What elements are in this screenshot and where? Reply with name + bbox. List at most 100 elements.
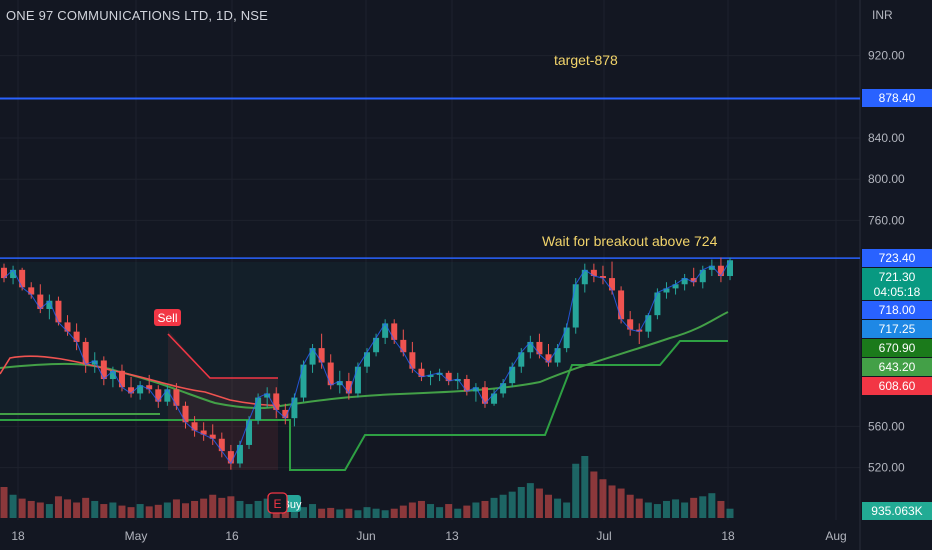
candle-body	[645, 315, 652, 332]
volume-bar	[590, 471, 598, 518]
volume-bar	[563, 502, 571, 518]
candle-body	[246, 420, 253, 445]
candle-body	[364, 352, 370, 367]
volume-bar	[681, 502, 689, 518]
price-scale-label: 608.60	[862, 377, 932, 396]
candle-body	[128, 387, 135, 394]
volume-bar	[309, 504, 317, 518]
volume-bar	[354, 510, 362, 518]
y-tick-label: 840.00	[868, 131, 905, 145]
x-tick-label: 18	[11, 529, 25, 543]
volume-bar	[227, 496, 235, 518]
candle-body	[708, 265, 715, 270]
price-scale-label: 878.40	[862, 89, 932, 108]
supertrend-resistance-line	[167, 333, 278, 379]
volume-bar	[218, 497, 226, 518]
volume-bar	[436, 507, 444, 518]
volume-bar	[154, 504, 162, 518]
price-scale-label-value: 608.60	[878, 379, 916, 394]
close-price-line	[3, 260, 731, 465]
candle-body	[173, 389, 180, 406]
price-scale-label-value: 670.90	[878, 341, 916, 356]
volume-bar	[454, 508, 462, 518]
candle-body	[46, 300, 53, 309]
candle-body	[581, 269, 588, 285]
volume-bar	[581, 456, 589, 518]
y-tick-label: 560.00	[868, 419, 905, 433]
candle-body	[28, 287, 35, 295]
volume-bar	[54, 496, 62, 518]
volume-bar	[653, 504, 661, 518]
volume-bar	[499, 494, 507, 518]
candle-body	[681, 278, 688, 285]
volume-bar	[118, 505, 126, 518]
volume-bar	[417, 500, 425, 518]
candle-body	[318, 348, 325, 363]
chart-title: ONE 97 COMMUNICATIONS LTD, 1D, NSE	[6, 8, 269, 23]
volume-bar	[381, 510, 389, 518]
volume-bar	[145, 506, 153, 518]
volume-bar	[699, 496, 707, 518]
price-scale-label: 723.40	[862, 249, 932, 268]
candle-body	[164, 389, 171, 402]
candle-body	[454, 379, 461, 382]
moving-average-20	[0, 355, 281, 407]
price-scale-label-value: 721.30	[878, 270, 916, 285]
volume-bar	[644, 502, 652, 518]
volume-bar	[408, 502, 416, 518]
candle-body	[472, 387, 479, 392]
volume-bar	[64, 499, 72, 518]
currency-label: INR	[872, 8, 893, 22]
candle-body	[427, 374, 434, 377]
volume-bar	[472, 502, 480, 518]
price-scale-label: 643.20	[862, 358, 932, 377]
volume-bar	[545, 494, 552, 518]
volume-bar	[535, 488, 543, 518]
x-tick-label: Jun	[356, 529, 375, 543]
price-scale-label-value: 718.00	[878, 303, 916, 318]
candle-body	[82, 341, 89, 365]
volume-bar	[109, 502, 117, 518]
volume-bar	[717, 500, 725, 518]
candle-body	[55, 300, 62, 323]
candle-body	[599, 276, 606, 279]
volume-bar	[526, 483, 534, 518]
volume-bar	[372, 508, 380, 518]
candle-body	[354, 366, 361, 394]
volume-bar	[127, 507, 135, 518]
candle-body	[590, 269, 597, 277]
candle-body	[336, 381, 343, 386]
candle-body	[19, 269, 26, 288]
target-annotation: target-878	[554, 52, 618, 68]
candle-body	[418, 368, 425, 377]
y-tick-label: 520.00	[868, 461, 905, 475]
candle-body	[463, 379, 470, 392]
volume-bar	[318, 508, 326, 518]
candle-body	[654, 292, 661, 316]
x-tick-label: May	[125, 529, 148, 543]
earnings-marker-label: E	[273, 497, 281, 511]
candle-body	[563, 327, 570, 349]
x-tick-label: Aug	[825, 529, 846, 543]
candle-body	[436, 372, 443, 375]
price-scale-label-value: 717.25	[878, 322, 916, 337]
volume-bar	[508, 491, 516, 518]
price-scale-label: 721.30 04:05:18	[862, 268, 932, 301]
price-scale-label-value: 723.40	[878, 251, 916, 266]
volume-bar	[172, 499, 180, 518]
volume-bar	[427, 504, 435, 518]
volume-bar	[9, 494, 17, 518]
y-tick-label: 760.00	[868, 213, 905, 227]
candle-body	[391, 323, 398, 340]
volume-bar	[572, 463, 580, 518]
volume-bar	[635, 498, 643, 518]
volume-bar	[82, 497, 90, 518]
price-scale-label-value: 878.40	[878, 91, 916, 106]
candle-body	[200, 430, 207, 435]
volume-bar	[554, 498, 562, 518]
volume-bar	[517, 487, 525, 518]
candle-body	[227, 451, 234, 464]
candle-body	[518, 352, 525, 367]
volume-bar	[136, 504, 144, 518]
